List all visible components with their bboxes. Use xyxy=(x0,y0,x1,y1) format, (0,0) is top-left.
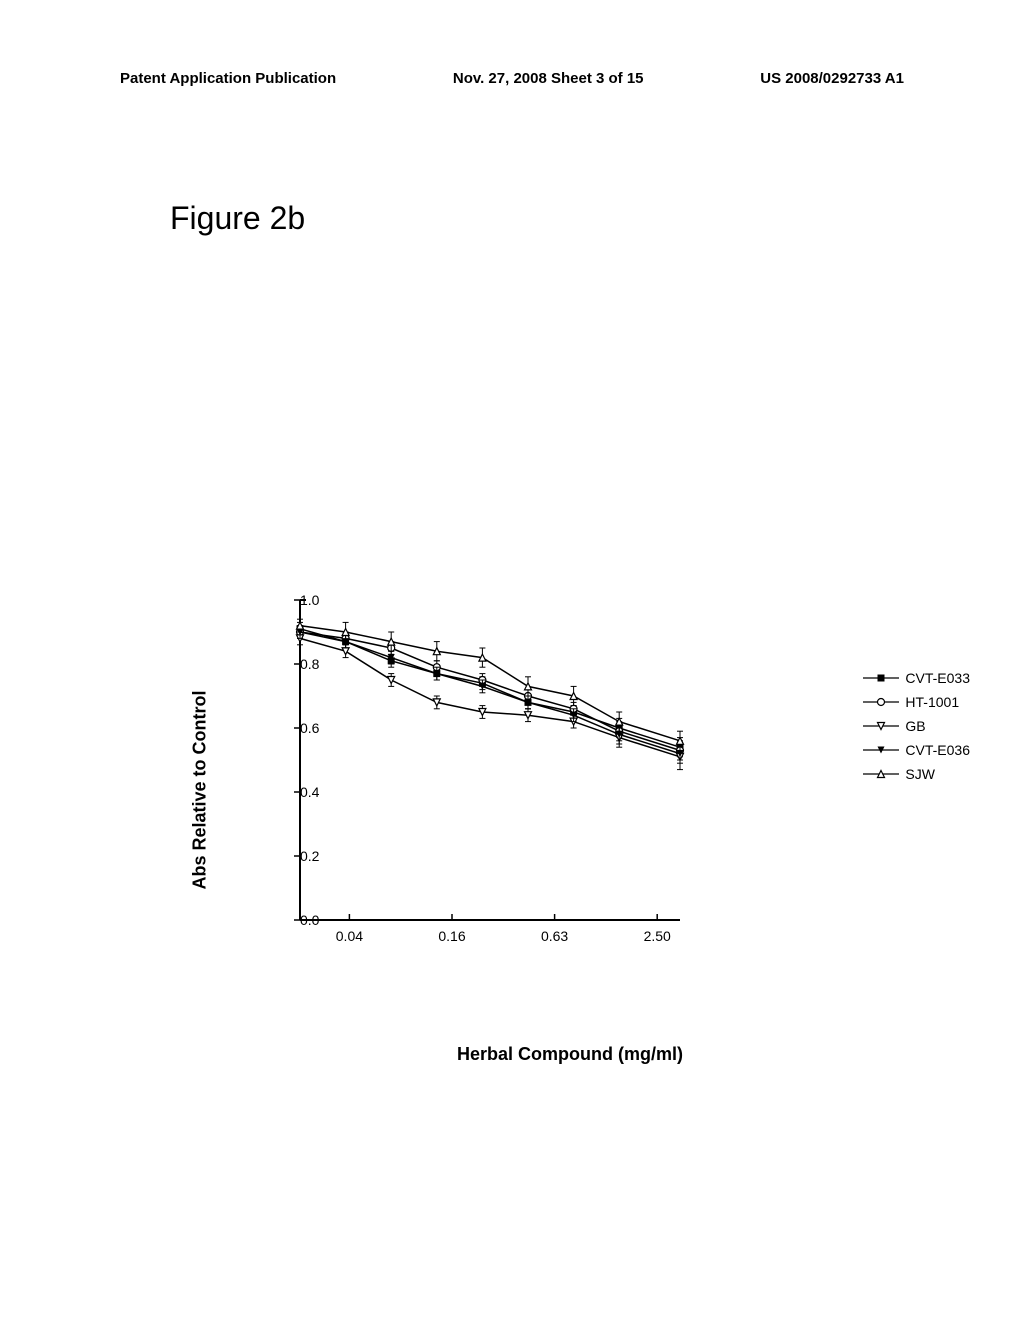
legend-marker-icon xyxy=(863,671,899,685)
legend-marker-icon xyxy=(863,695,899,709)
y-tick-label: 0.4 xyxy=(300,784,308,800)
header-right: US 2008/0292733 A1 xyxy=(760,70,904,87)
y-tick-label: 0.0 xyxy=(300,912,308,928)
x-axis-label: Herbal Compound (mg/ml) xyxy=(457,1044,683,1065)
legend-item: HT-1001 xyxy=(863,694,970,710)
legend-label: CVT-E033 xyxy=(905,670,970,686)
y-tick-label: 0.8 xyxy=(300,656,308,672)
legend-label: CVT-E036 xyxy=(905,742,970,758)
legend-item: SJW xyxy=(863,766,970,782)
legend-marker-icon xyxy=(863,767,899,781)
line-chart: Abs Relative to Control Herbal Compound … xyxy=(220,580,920,1000)
x-tick-label: 2.50 xyxy=(644,920,671,944)
page-header: Patent Application Publication Nov. 27, … xyxy=(0,70,1024,87)
legend-marker-icon xyxy=(863,719,899,733)
header-left: Patent Application Publication xyxy=(120,70,336,87)
y-axis-label: Abs Relative to Control xyxy=(190,690,211,889)
legend-item: GB xyxy=(863,718,970,734)
legend-label: GB xyxy=(905,718,925,734)
x-tick-label: 0.16 xyxy=(438,920,465,944)
chart-svg xyxy=(220,580,720,940)
header-center: Nov. 27, 2008 Sheet 3 of 15 xyxy=(453,70,644,87)
y-tick-label: 1.0 xyxy=(300,592,308,608)
legend-label: HT-1001 xyxy=(905,694,959,710)
legend-item: CVT-E036 xyxy=(863,742,970,758)
x-tick-label: 0.04 xyxy=(336,920,363,944)
y-tick-label: 0.6 xyxy=(300,720,308,736)
legend-marker-icon xyxy=(863,743,899,757)
chart-legend: CVT-E033 HT-1001 GB CVT-E036 SJW xyxy=(863,670,970,790)
legend-label: SJW xyxy=(905,766,935,782)
x-tick-label: 0.63 xyxy=(541,920,568,944)
y-tick-label: 0.2 xyxy=(300,848,308,864)
legend-item: CVT-E033 xyxy=(863,670,970,686)
figure-title: Figure 2b xyxy=(170,200,305,237)
